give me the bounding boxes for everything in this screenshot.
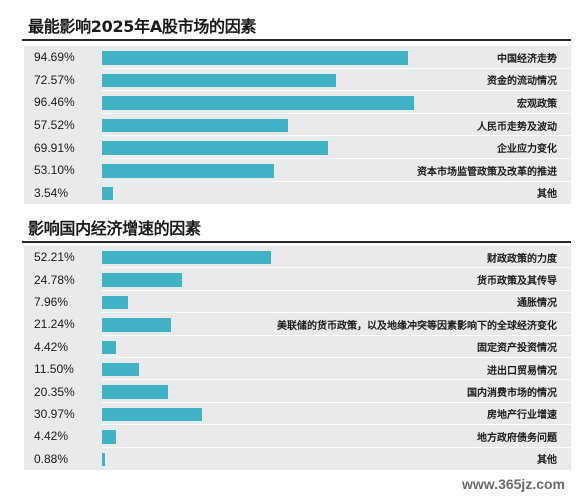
row-divider	[102, 334, 571, 336]
value-label: 11.50%	[34, 362, 74, 377]
row-divider	[102, 157, 571, 159]
row-divider	[102, 356, 571, 358]
watermark: www.365jz.com	[462, 476, 565, 492]
row-divider	[102, 401, 571, 403]
category-label: 进出口贸易情况	[487, 365, 557, 377]
bar	[102, 96, 414, 110]
category-label: 货币政策及其传导	[477, 276, 557, 288]
row-divider	[102, 90, 571, 92]
bar	[102, 251, 271, 265]
bar	[102, 186, 114, 201]
row-divider	[102, 312, 571, 314]
bar	[102, 141, 328, 155]
bar-row: 52.21% 财政政策的力度	[24, 246, 571, 269]
bar-row: 57.52% 人民币走势及波动	[24, 114, 571, 137]
value-label: 0.88%	[34, 451, 69, 466]
category-label: 房地产行业增速	[487, 410, 557, 422]
row-divider	[102, 180, 571, 182]
bar	[102, 363, 140, 377]
bar	[102, 430, 117, 444]
bar	[102, 385, 168, 399]
bar-row: 72.57% 资金的流动情况	[24, 69, 571, 92]
row-divider	[102, 135, 571, 137]
bar-row: 3.54% 其他	[24, 182, 571, 205]
value-label: 4.42%	[34, 339, 69, 354]
row-divider	[102, 446, 571, 448]
value-label: 72.57%	[34, 72, 75, 87]
title-rule	[22, 39, 571, 41]
value-label: 4.42%	[34, 429, 69, 444]
bar	[102, 164, 274, 178]
bar-row: 53.10% 资本市场监管政策及改革的推进	[24, 159, 571, 182]
bar-row: 94.69% 中国经济走势	[24, 46, 571, 69]
chart-title: 影响国内经济增速的因素	[28, 219, 201, 238]
bar-row: 4.42% 地方政府债务问题	[24, 425, 571, 448]
category-label: 宏观政策	[517, 98, 557, 110]
value-label: 21.24%	[34, 317, 75, 332]
category-label: 固定资产投资情况	[477, 343, 557, 355]
value-label: 3.54%	[34, 185, 69, 200]
value-label: 24.78%	[34, 272, 75, 287]
value-label: 7.96%	[34, 294, 69, 309]
title-rule	[22, 241, 571, 243]
bar	[102, 51, 408, 65]
bar-row: 11.50% 进出口贸易情况	[24, 358, 571, 381]
bar-row: 20.35% 国内消费市场的情况	[24, 380, 571, 403]
bar-row: 0.88% 其他	[24, 448, 571, 470]
bar	[102, 295, 128, 310]
value-label: 94.69%	[34, 50, 75, 65]
value-label: 20.35%	[34, 384, 75, 399]
bar	[102, 340, 117, 354]
category-label: 美联储的货币政策，以及地缘冲突等因素影响下的全球经济变化	[277, 320, 557, 332]
bar	[102, 407, 203, 422]
category-label: 通胀情况	[517, 298, 557, 310]
value-label: 53.10%	[34, 163, 75, 178]
category-label: 中国经济走势	[497, 53, 557, 65]
bar-row: 30.97% 房地产行业增速	[24, 403, 571, 426]
category-label: 地方政府债务问题	[477, 432, 557, 444]
bar	[102, 73, 337, 88]
row-divider	[102, 112, 571, 114]
value-label: 57.52%	[34, 118, 75, 133]
category-label: 资本市场监管政策及改革的推进	[417, 166, 557, 178]
value-label: 52.21%	[34, 250, 75, 265]
row-divider	[102, 424, 571, 426]
bar-row: 4.42% 固定资产投资情况	[24, 336, 571, 358]
bar	[102, 318, 171, 332]
category-label: 其他	[537, 189, 557, 201]
category-label: 企业应力变化	[497, 144, 557, 156]
bar-row: 21.24% 美联储的货币政策，以及地缘冲突等因素影响下的全球经济变化	[24, 313, 571, 336]
category-label: 国内消费市场的情况	[467, 388, 557, 400]
value-label: 30.97%	[34, 406, 75, 421]
row-divider	[102, 289, 571, 291]
bar	[102, 273, 183, 287]
value-label: 96.46%	[34, 95, 75, 110]
row-divider	[102, 379, 571, 381]
category-label: 资金的流动情况	[487, 76, 557, 88]
category-label: 财政政策的力度	[487, 253, 557, 265]
value-label: 69.91%	[34, 140, 75, 155]
bar-row: 24.78% 货币政策及其传导	[24, 268, 571, 291]
chart-title: 最能影响2025年A股市场的因素	[28, 17, 257, 36]
category-label: 其他	[537, 455, 557, 467]
row-divider	[102, 67, 571, 69]
bar-row: 7.96% 通胀情况	[24, 291, 571, 314]
bar	[102, 452, 105, 466]
row-divider	[102, 267, 571, 269]
category-label: 人民币走势及波动	[477, 121, 557, 133]
bar-row: 96.46% 宏观政策	[24, 91, 571, 114]
bar-row: 69.91% 企业应力变化	[24, 136, 571, 159]
bar	[102, 118, 288, 133]
